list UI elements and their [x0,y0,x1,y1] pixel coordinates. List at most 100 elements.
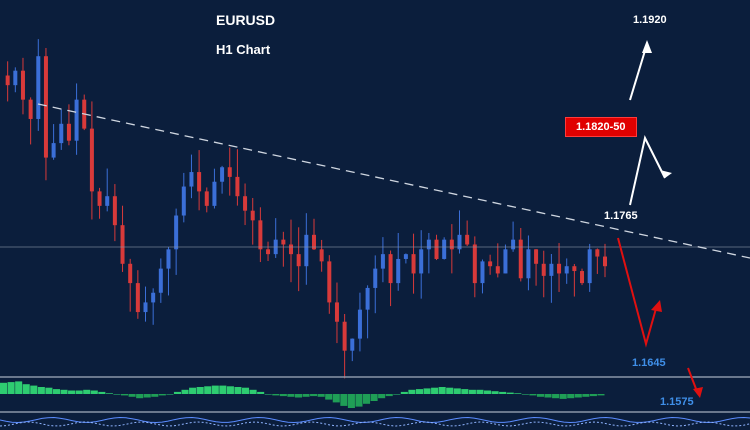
support-2-label: 1.1575 [660,396,694,408]
candle-body [51,143,56,158]
candle-body [595,249,600,257]
candle-body [189,172,194,187]
candle-body [488,261,493,267]
macd-bar [90,390,98,394]
macd-bar [332,394,340,403]
macd-bar [582,394,590,397]
candle-body [112,196,117,226]
macd-bar [219,385,227,394]
candle-body [204,191,209,206]
macd-bar [491,391,499,394]
macd-bar [0,382,8,394]
macd-bar [589,394,597,397]
candle-body [380,254,385,269]
candle-body [350,338,355,351]
candle-body [342,321,347,351]
candle-body [388,254,393,284]
macd-bar [15,381,23,394]
macd-bar [189,387,197,394]
macd-bar [370,394,378,401]
macd-bar [264,394,272,395]
candle-body [20,70,25,100]
macd-bar [37,387,45,394]
macd-bar [121,394,129,396]
support-1-label: 1.1645 [632,357,666,369]
macd-bar [45,387,53,394]
macd-bar [453,388,461,394]
macd-bar [113,394,121,395]
candle-body [97,191,102,206]
macd-bar [279,394,287,397]
macd-bar [60,389,68,394]
candle-body [396,258,401,284]
macd-bar [355,394,363,407]
candle-body [442,239,447,259]
macd-bar [302,394,310,397]
candle-body [580,271,585,284]
chart-title: EURUSD [216,12,276,28]
candle-body [197,172,202,192]
candle-body [411,254,416,274]
macd-bar [415,389,423,394]
candle-body [587,249,592,284]
macd-bar [559,394,567,399]
macd-bar [499,391,507,394]
macd-bar [431,387,439,394]
resistance-zone-box: 1.1820-50 [565,117,637,137]
macd-bar [136,394,144,399]
macd-bar [438,387,446,394]
bullish-path-arrow [629,135,666,206]
candle-body [434,239,439,259]
candle-body [120,225,125,264]
candle-body [365,287,370,310]
macd-bar [363,394,371,404]
candle-body [105,196,110,206]
candle-body [158,268,163,293]
candle-body [327,261,332,303]
candle-body [311,234,316,250]
candle-body [564,266,569,274]
macd-bar [7,382,15,394]
candle-body [227,167,232,177]
candle-body [135,283,140,313]
candle-body [572,266,577,272]
macd-bar [506,392,514,394]
macd-bar [468,389,476,394]
macd-bar [552,394,560,399]
candle-body [403,254,408,259]
macd-bar [151,394,159,397]
bearish-path-arrow [617,237,658,348]
candle-body [250,210,255,221]
macd-bar [22,384,30,394]
macd-bar [521,394,529,395]
candle-body [334,302,339,322]
macd-bar [257,391,265,394]
macd-bar [446,387,454,394]
candle-body [319,249,324,262]
macd-bar [52,389,60,394]
candle-body [304,234,309,267]
candle-body [59,123,64,144]
macd-bar [317,394,325,397]
bullish-target-arrow [629,43,648,101]
macd-bar [461,389,469,394]
macd-bar [544,394,552,398]
candle-body [43,56,48,158]
macd-bar [529,394,537,396]
candle-body [603,256,607,267]
macd-bar [105,393,113,394]
candle-body [166,249,171,269]
macd-bar [536,394,544,397]
oscillator-line-2 [0,421,750,427]
macd-bar [385,394,393,397]
candle-body [74,99,79,141]
candle-body [534,249,539,264]
candle-body [557,263,562,274]
candle-body [181,186,186,216]
macd-bar [128,394,136,397]
candle-body [128,263,133,284]
trendline [37,103,750,259]
bearish-target-arrowhead [693,387,703,398]
candle-body [296,254,301,267]
